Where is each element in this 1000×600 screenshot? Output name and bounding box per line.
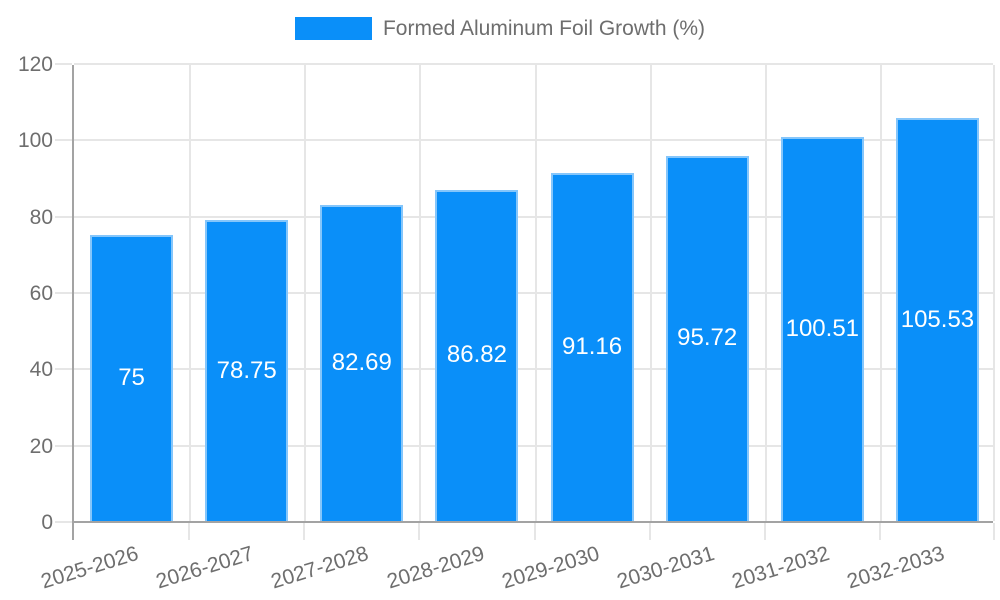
horizontal-gridline [74, 63, 993, 65]
legend-item[interactable]: Formed Aluminum Foil Growth (%) [294, 16, 706, 41]
y-tick-mark [55, 521, 72, 523]
y-tick-mark [55, 444, 72, 447]
legend-swatch-icon [294, 17, 372, 40]
x-tick-label: 2027-2028 [268, 542, 372, 594]
y-tick-mark [55, 215, 72, 218]
horizontal-gridline [74, 444, 993, 447]
y-tick-label: 0 [41, 511, 53, 534]
x-tick-label: 2026-2027 [153, 542, 257, 594]
vertical-gridline [189, 65, 192, 521]
plot-area: 75 78.75 82.69 86.82 91.16 95.72 100.51 105.53 [55, 63, 995, 540]
bar[interactable] [665, 155, 749, 521]
x-tick-label: 2025-2026 [38, 542, 142, 594]
bar-value-label: 95.72 [677, 324, 738, 352]
bar-value-label: 91.16 [562, 333, 623, 361]
y-tick-label: 80 [29, 205, 53, 229]
x-tick-mark [72, 523, 74, 540]
bar-value-label: 105.53 [900, 305, 975, 333]
vertical-gridline [649, 65, 652, 521]
x-tick-label: 2032-2033 [844, 542, 948, 594]
x-tick-mark [188, 523, 191, 540]
vertical-gridline [304, 65, 307, 521]
bar[interactable] [435, 189, 519, 521]
bar-value-label: 75 [118, 363, 145, 391]
x-tick-mark [993, 523, 995, 540]
vertical-gridline [764, 65, 767, 521]
bar-value-label: 86.82 [446, 341, 507, 369]
bar[interactable] [320, 205, 404, 521]
y-tick-mark [55, 139, 72, 142]
x-tick-mark [418, 523, 421, 540]
y-tick-label: 120 [17, 53, 53, 76]
bar[interactable] [895, 118, 979, 521]
bar[interactable] [90, 234, 174, 521]
y-tick-mark [55, 368, 72, 371]
y-tick-label: 60 [29, 282, 53, 305]
x-tick-mark [763, 523, 766, 540]
x-tick-label: 2029-2030 [499, 542, 602, 594]
y-tick-label: 100 [17, 129, 53, 153]
horizontal-gridline [74, 292, 993, 294]
bar-value-label: 78.75 [216, 356, 277, 384]
x-tick-label: 2031-2032 [729, 542, 833, 594]
vertical-gridline [534, 65, 537, 521]
chart-legend: Formed Aluminum Foil Growth (%) [0, 16, 1000, 41]
y-tick-label: 20 [29, 434, 53, 458]
bar[interactable] [205, 220, 289, 521]
y-tick-mark [55, 63, 72, 65]
horizontal-gridline [74, 215, 993, 218]
x-tick-mark [533, 523, 536, 540]
y-tick-label: 40 [29, 358, 53, 382]
vertical-gridline [993, 65, 995, 521]
x-tick-mark [303, 523, 306, 540]
legend-label: Formed Aluminum Foil Growth (%) [382, 17, 706, 40]
x-tick-mark [648, 523, 651, 540]
horizontal-gridline [74, 368, 993, 371]
vertical-gridline [419, 65, 422, 521]
bar[interactable] [550, 173, 634, 521]
bar-value-label: 100.51 [785, 315, 860, 343]
horizontal-gridline [74, 139, 993, 142]
bar-value-label: 82.69 [331, 349, 392, 377]
x-tick-label: 2030-2031 [614, 542, 717, 594]
x-tick-mark [878, 523, 881, 540]
bar[interactable] [780, 137, 864, 521]
x-tick-label: 2028-2029 [383, 542, 487, 594]
y-tick-mark [55, 292, 72, 294]
vertical-gridline [879, 65, 882, 521]
